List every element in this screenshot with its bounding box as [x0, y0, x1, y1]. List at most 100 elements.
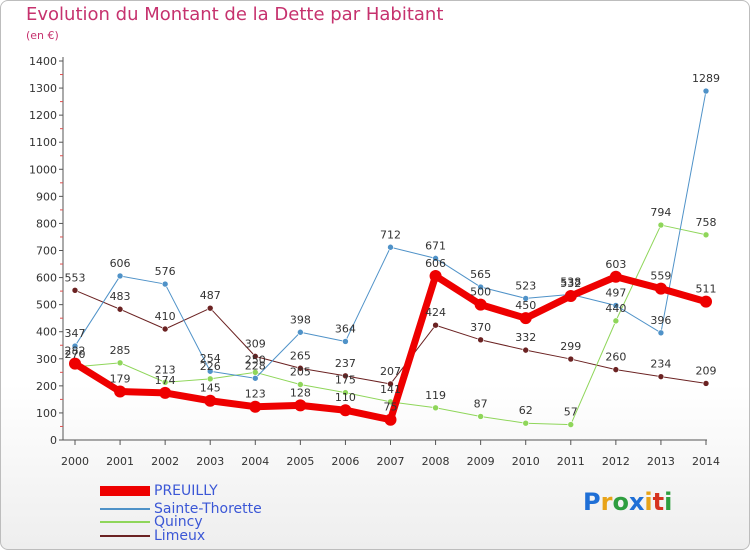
data-point-sainte-thorette	[657, 329, 665, 337]
y-tick-label: 100	[36, 407, 57, 420]
data-point-sainte-thorette	[116, 272, 124, 280]
data-point-sainte-thorette	[477, 283, 484, 291]
x-tick-label: 2001	[106, 455, 134, 468]
y-tick-label: 600	[36, 272, 57, 285]
data-point-sainte-thorette	[387, 243, 394, 251]
data-label-sainte-thorette: 228	[245, 359, 266, 372]
data-label-limeux: 309	[245, 337, 266, 350]
data-point-preuilly	[204, 394, 217, 407]
legend-label-limeux: Limeux	[154, 528, 206, 544]
x-tick-label: 2002	[151, 455, 179, 468]
data-label-quincy: 87	[474, 397, 488, 410]
x-tick-label: 2000	[61, 455, 89, 468]
data-point-limeux	[251, 353, 259, 360]
data-point-limeux	[432, 321, 439, 329]
data-point-preuilly	[564, 289, 577, 302]
data-label-quincy: 270	[65, 348, 86, 361]
chart-subtitle: (en €)	[26, 29, 59, 42]
data-label-sainte-thorette: 347	[65, 327, 86, 340]
data-point-limeux	[612, 366, 620, 373]
data-label-sainte-thorette: 606	[110, 257, 131, 270]
y-tick-label: 200	[36, 380, 57, 393]
y-tick-label: 700	[36, 245, 57, 258]
data-label-limeux: 237	[335, 357, 356, 370]
data-label-preuilly: 532	[560, 277, 581, 290]
y-tick-label: 0	[50, 434, 57, 447]
y-tick-label: 1400	[29, 55, 57, 68]
data-point-preuilly	[159, 386, 172, 399]
y-tick-label: 900	[36, 190, 57, 203]
data-point-preuilly	[609, 270, 622, 283]
data-point-limeux	[342, 372, 349, 380]
data-point-preuilly	[654, 282, 667, 295]
data-label-limeux: 483	[110, 290, 131, 303]
data-point-preuilly	[114, 385, 127, 398]
data-point-sainte-thorette	[432, 255, 439, 262]
data-point-quincy	[612, 317, 620, 325]
data-label-quincy: 119	[425, 389, 446, 402]
data-label-sainte-thorette: 364	[335, 322, 356, 335]
data-point-sainte-thorette	[71, 342, 79, 350]
data-point-quincy	[657, 221, 665, 229]
data-point-preuilly	[429, 269, 442, 282]
data-point-limeux	[297, 364, 304, 372]
data-label-quincy: 285	[110, 344, 131, 357]
legend-item-sainte-thorette: Sainte-Thorette	[100, 502, 300, 516]
data-label-sainte-thorette: 254	[200, 352, 221, 365]
data-point-quincy	[161, 379, 169, 386]
data-point-sainte-thorette	[161, 280, 169, 288]
data-label-sainte-thorette: 576	[155, 265, 176, 278]
x-tick-label: 2006	[331, 455, 359, 468]
data-point-limeux	[71, 286, 79, 294]
x-tick-label: 2012	[602, 455, 630, 468]
data-point-preuilly	[339, 404, 352, 417]
data-label-preuilly: 500	[470, 286, 491, 299]
data-point-limeux	[161, 325, 169, 333]
x-tick-label: 2010	[512, 455, 540, 468]
data-label-preuilly: 145	[200, 382, 221, 395]
data-label-quincy: 205	[290, 366, 311, 379]
data-label-quincy: 440	[605, 302, 626, 315]
data-label-sainte-thorette: 1289	[692, 72, 720, 85]
proxiti-logo: Proxiti	[583, 488, 673, 516]
data-label-sainte-thorette: 712	[380, 228, 401, 241]
data-label-quincy: 213	[155, 363, 176, 376]
x-tick-label: 2014	[692, 455, 720, 468]
data-point-preuilly	[69, 357, 81, 370]
y-tick-label: 400	[36, 326, 57, 339]
legend-item-preuilly: PREUILLY	[100, 484, 300, 498]
data-label-quincy: 62	[519, 404, 533, 417]
legend-item-quincy: Quincy	[100, 515, 300, 529]
data-point-preuilly	[474, 298, 487, 311]
x-tick-label: 2013	[647, 455, 675, 468]
y-tick-label: 1300	[29, 82, 57, 95]
data-point-quincy	[567, 421, 575, 428]
data-label-quincy: 175	[335, 374, 356, 387]
y-tick-label: 1100	[29, 136, 57, 149]
data-label-preuilly: 174	[155, 374, 176, 387]
x-tick-label: 2008	[422, 455, 450, 468]
data-label-limeux: 234	[650, 358, 671, 371]
x-tick-label: 2005	[286, 455, 314, 468]
legend-item-limeux: Limeux	[100, 529, 300, 543]
data-point-sainte-thorette	[522, 295, 530, 302]
x-tick-label: 2003	[196, 455, 224, 468]
data-point-quincy	[297, 381, 304, 388]
y-tick-label: 500	[36, 299, 57, 312]
data-label-preuilly: 282	[65, 345, 86, 358]
data-point-sainte-thorette	[612, 302, 620, 309]
x-tick-label: 2007	[377, 455, 405, 468]
x-tick-label: 2004	[241, 455, 269, 468]
data-label-preuilly: 128	[290, 386, 311, 399]
data-label-quincy: 758	[696, 216, 717, 229]
x-tick-label: 2009	[467, 455, 495, 468]
data-label-preuilly: 179	[110, 373, 131, 386]
data-label-limeux: 260	[605, 351, 626, 364]
data-label-preuilly: 75	[384, 401, 398, 414]
legend-swatch-preuilly	[100, 486, 150, 496]
chart-title: Evolution du Montant de la Dette par Hab…	[26, 4, 444, 25]
data-label-quincy: 250	[245, 353, 266, 366]
data-point-quincy	[116, 359, 124, 367]
data-point-limeux	[567, 355, 575, 363]
data-label-limeux: 209	[696, 364, 717, 377]
